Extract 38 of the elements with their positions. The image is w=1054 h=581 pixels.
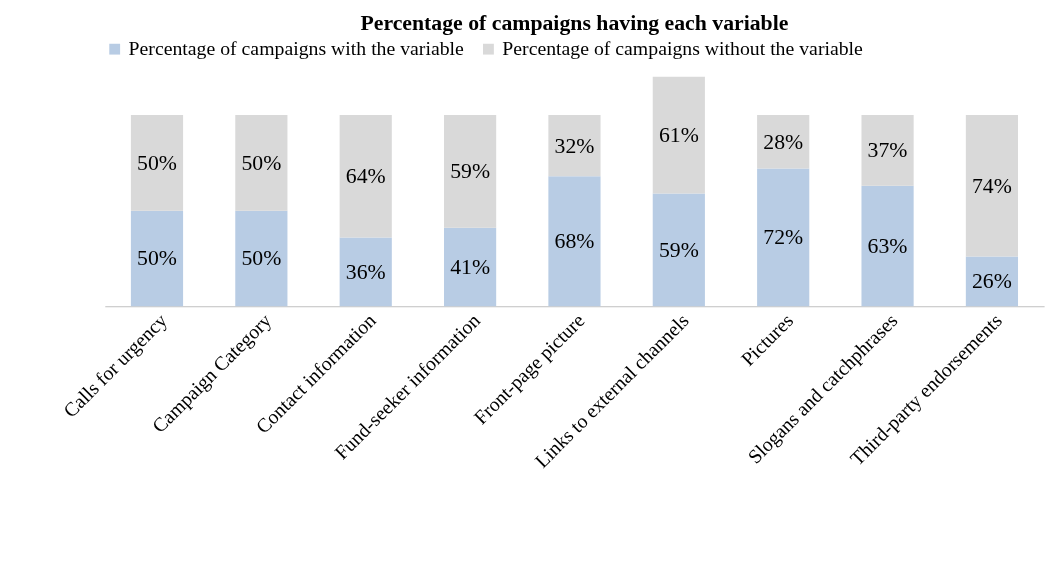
legend-label: Percentage of campaigns without the variable [502, 37, 864, 60]
bar [652, 76, 705, 194]
bar [861, 115, 914, 186]
legend-label: Percentage of campaigns with the variable [128, 37, 465, 60]
data-label: 32% [554, 133, 595, 158]
data-label: 36% [345, 259, 386, 284]
data-label: 61% [658, 123, 699, 148]
chart-title: Percentage of campaigns having each variable [360, 11, 789, 36]
data-label: 63% [867, 233, 908, 258]
data-label: 50% [137, 246, 177, 271]
data-label: 59% [658, 237, 699, 262]
bar [444, 227, 497, 307]
bar [339, 237, 392, 307]
bar [339, 115, 392, 238]
bar [757, 168, 810, 307]
data-label: 26% [971, 269, 1012, 294]
bar [444, 115, 497, 228]
data-label: 64% [345, 164, 386, 189]
data-label: 50% [137, 150, 177, 175]
bar [235, 115, 288, 211]
data-label: 50% [241, 246, 282, 271]
data-label: 28% [763, 129, 804, 154]
bar [965, 115, 1019, 257]
data-label: 68% [554, 229, 595, 254]
data-label: 37% [867, 138, 908, 163]
data-label: 50% [241, 150, 282, 175]
data-label: 59% [450, 159, 491, 184]
bar [548, 176, 601, 307]
bar [861, 185, 914, 307]
bar [652, 193, 705, 307]
bar [130, 115, 184, 211]
data-label: 72% [763, 225, 804, 250]
data-label: 74% [971, 173, 1012, 198]
bar [548, 115, 601, 177]
bar [757, 115, 810, 169]
data-label: 41% [450, 254, 491, 279]
bar [235, 210, 288, 307]
bar [130, 210, 184, 307]
